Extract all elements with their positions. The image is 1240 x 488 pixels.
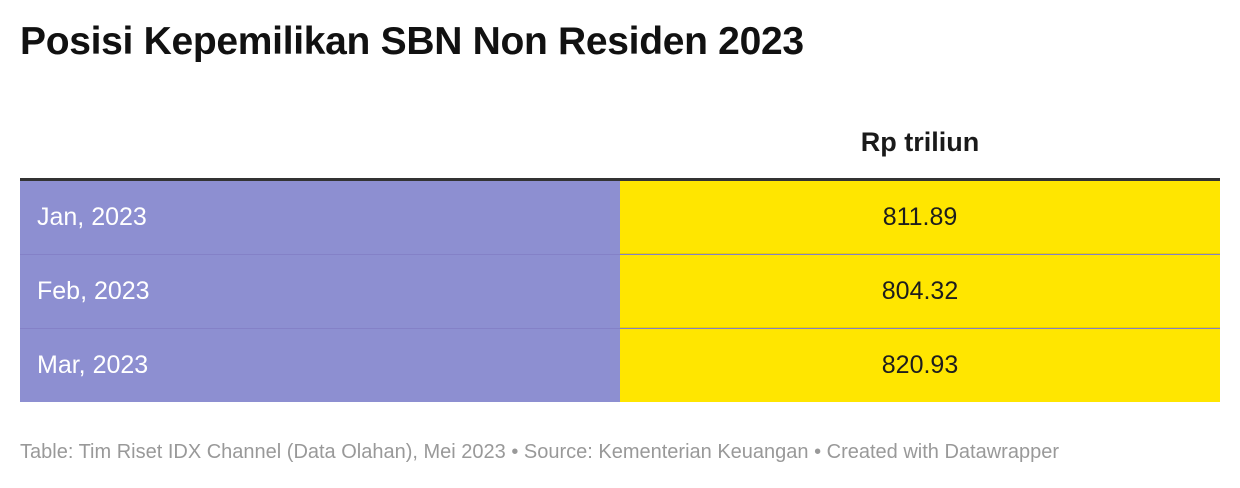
table-row: Jan, 2023 811.89 <box>20 181 1220 255</box>
row-value: 811.89 <box>620 181 1220 254</box>
column-header-value: Rp triliun <box>860 127 980 157</box>
data-table: Rp triliun Jan, 2023 811.89 Feb, 2023 80… <box>20 120 1220 402</box>
row-value: 804.32 <box>620 255 1220 328</box>
row-value: 820.93 <box>620 329 1220 402</box>
table-header-row: Rp triliun <box>20 120 1220 181</box>
row-label: Mar, 2023 <box>20 329 620 402</box>
source-footer: Table: Tim Riset IDX Channel (Data Olaha… <box>20 441 1059 463</box>
row-label: Feb, 2023 <box>20 255 620 328</box>
table-row: Mar, 2023 820.93 <box>20 329 1220 402</box>
table-row: Feb, 2023 804.32 <box>20 255 1220 329</box>
chart-title: Posisi Kepemilikan SBN Non Residen 2023 <box>20 20 804 63</box>
row-label: Jan, 2023 <box>20 181 620 254</box>
